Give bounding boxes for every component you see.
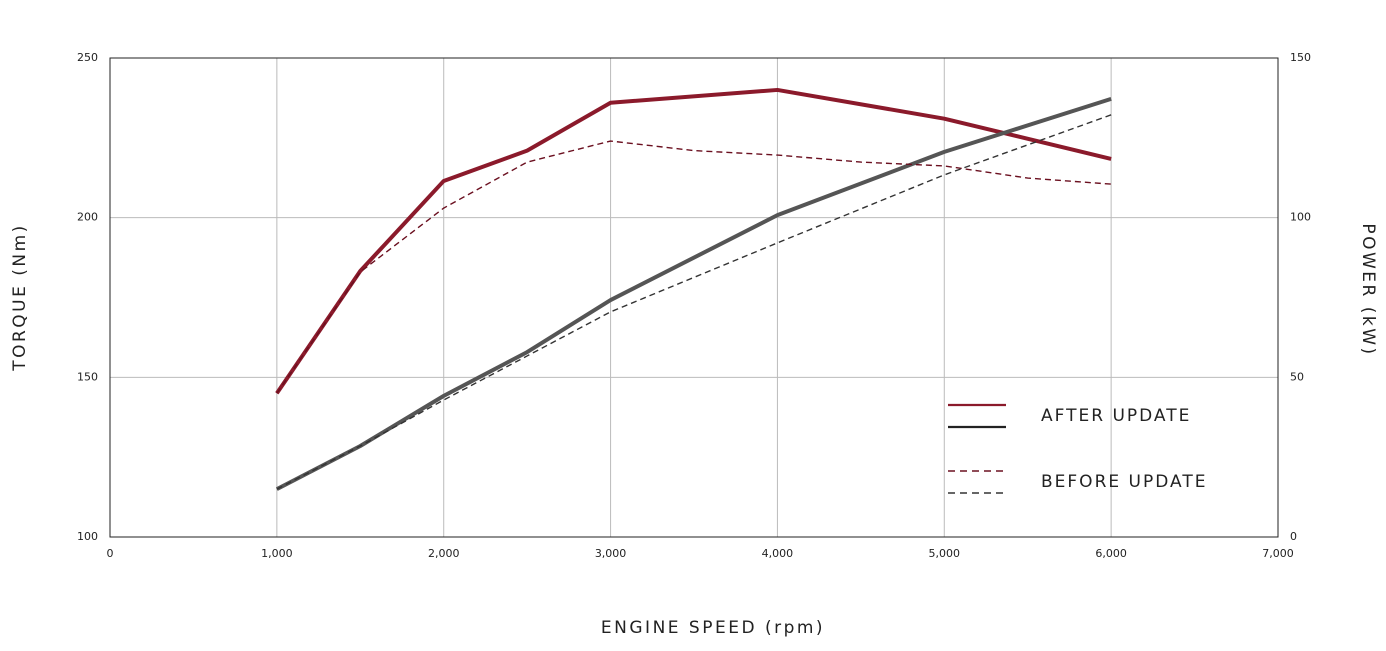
x-tick-label: 7,000	[1262, 547, 1294, 560]
y-axis-title: TORQUE (Nm)	[10, 223, 30, 372]
y2-tick-label: 50	[1290, 370, 1304, 383]
y-tick-label: 100	[77, 530, 98, 543]
series-line	[275, 96, 1112, 491]
x-tick-label: 1,000	[261, 547, 293, 560]
y2-tick-label: 100	[1290, 211, 1311, 224]
x-tick-label: 0	[107, 547, 114, 560]
x-tick-label: 4,000	[762, 547, 794, 560]
x-tick-label: 6,000	[1095, 547, 1127, 560]
y2-axis-title: POWER (kW)	[1358, 223, 1378, 356]
y2-tick-label: 150	[1290, 51, 1311, 64]
y-tick-label: 150	[77, 370, 98, 383]
y-tick-label: 200	[77, 211, 98, 224]
legend-label: AFTER UPDATE	[1041, 406, 1191, 426]
series-line	[276, 114, 1112, 490]
plot-frame	[109, 57, 1279, 538]
y-tick-label: 250	[77, 51, 98, 64]
legend-label: BEFORE UPDATE	[1041, 472, 1207, 492]
series-line	[276, 140, 1112, 394]
y2-tick-label: 0	[1290, 530, 1297, 543]
x-axis-title: ENGINE SPEED (rpm)	[601, 618, 825, 638]
series-line	[275, 87, 1112, 395]
grid	[109, 57, 1279, 538]
x-tick-label: 2,000	[428, 547, 460, 560]
x-tick-label: 5,000	[929, 547, 961, 560]
x-tick-label: 3,000	[595, 547, 627, 560]
